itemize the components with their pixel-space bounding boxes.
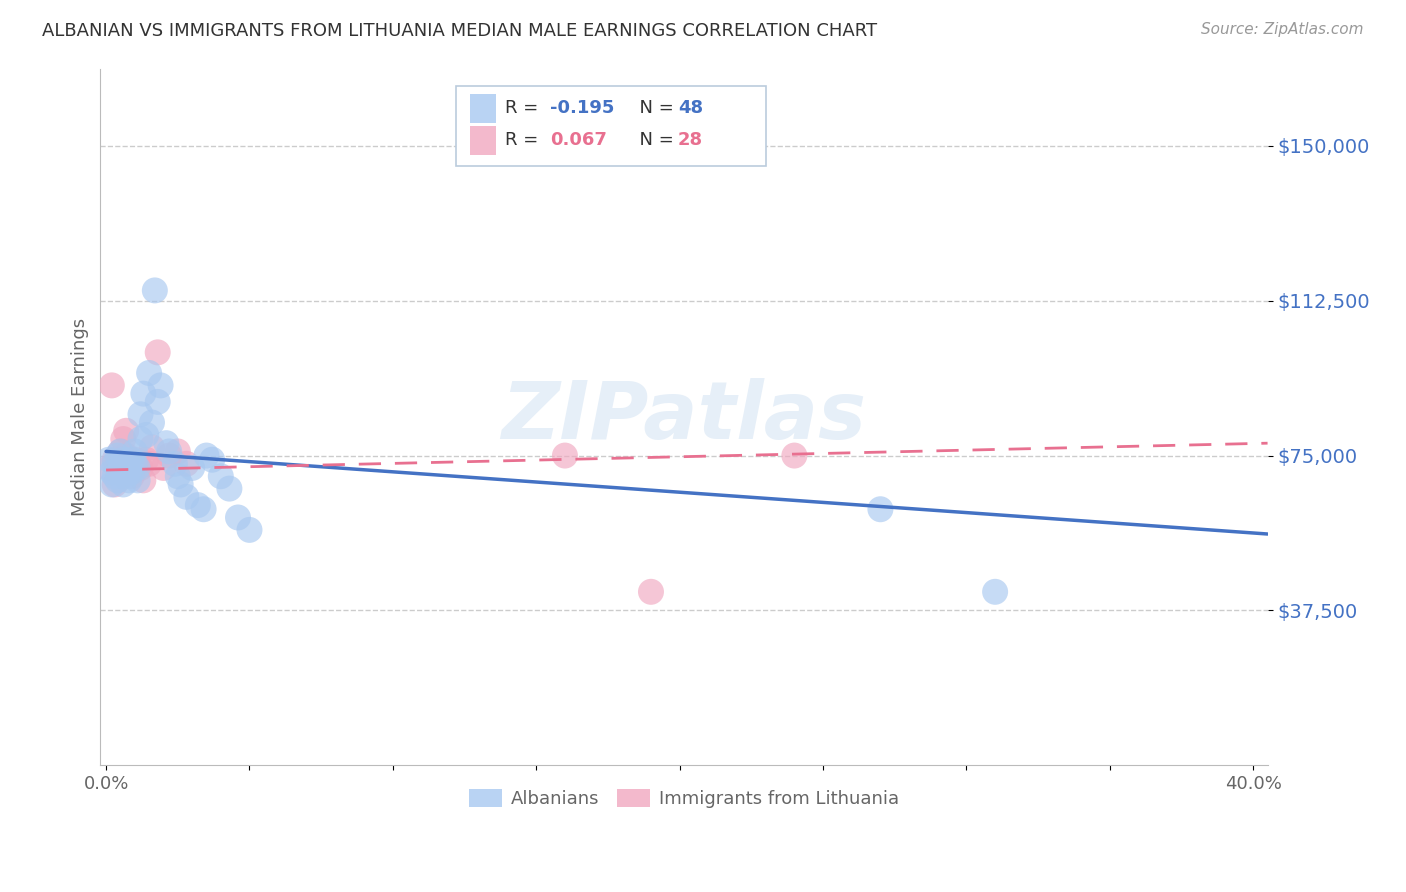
Point: [187, 498, 209, 512]
Point: [195, 449, 218, 463]
Text: N =: N =: [628, 99, 679, 117]
Point: [554, 449, 576, 463]
Point: [127, 457, 149, 471]
Point: [127, 473, 149, 487]
Point: [138, 366, 160, 380]
Text: ALBANIAN VS IMMIGRANTS FROM LITHUANIA MEDIAN MALE EARNINGS CORRELATION CHART: ALBANIAN VS IMMIGRANTS FROM LITHUANIA ME…: [42, 22, 877, 40]
FancyBboxPatch shape: [471, 126, 496, 155]
Point: [110, 444, 132, 458]
Text: R =: R =: [505, 99, 544, 117]
Point: [107, 449, 129, 463]
Text: N =: N =: [628, 131, 679, 149]
Point: [163, 457, 186, 471]
Text: 28: 28: [678, 131, 703, 149]
Point: [104, 452, 127, 467]
Point: [869, 502, 891, 516]
Point: [118, 461, 141, 475]
Text: R =: R =: [505, 131, 544, 149]
Point: [97, 461, 120, 475]
Point: [115, 457, 138, 471]
Point: [152, 461, 174, 475]
Point: [104, 477, 127, 491]
Point: [107, 457, 129, 471]
Point: [112, 465, 135, 479]
Text: 0.067: 0.067: [550, 131, 606, 149]
Point: [104, 457, 127, 471]
Point: [157, 444, 180, 458]
Point: [112, 477, 135, 491]
Point: [166, 469, 188, 483]
Point: [146, 395, 169, 409]
FancyBboxPatch shape: [471, 94, 496, 123]
Legend: Albanians, Immigrants from Lithuania: Albanians, Immigrants from Lithuania: [461, 781, 905, 815]
Point: [101, 378, 124, 392]
Point: [226, 510, 249, 524]
Point: [181, 461, 204, 475]
Point: [118, 473, 141, 487]
Point: [129, 407, 152, 421]
Text: ZIPatlas: ZIPatlas: [502, 378, 866, 456]
Point: [783, 449, 806, 463]
Point: [121, 465, 143, 479]
Text: Source: ZipAtlas.com: Source: ZipAtlas.com: [1201, 22, 1364, 37]
Point: [121, 452, 143, 467]
Point: [218, 482, 240, 496]
Point: [132, 386, 155, 401]
Point: [984, 584, 1007, 599]
FancyBboxPatch shape: [457, 86, 766, 166]
Point: [112, 432, 135, 446]
Point: [176, 490, 198, 504]
Point: [104, 469, 127, 483]
Point: [238, 523, 260, 537]
Point: [127, 461, 149, 475]
Point: [169, 477, 191, 491]
Point: [110, 444, 132, 458]
Point: [176, 457, 198, 471]
Point: [135, 452, 157, 467]
Point: [132, 473, 155, 487]
Point: [166, 444, 188, 458]
Point: [146, 345, 169, 359]
Point: [121, 469, 143, 483]
Point: [101, 465, 124, 479]
Point: [129, 461, 152, 475]
Y-axis label: Median Male Earnings: Median Male Earnings: [72, 318, 89, 516]
Point: [124, 457, 146, 471]
Point: [124, 444, 146, 458]
Point: [112, 452, 135, 467]
Point: [143, 284, 166, 298]
Point: [118, 457, 141, 471]
Point: [107, 473, 129, 487]
Text: -0.195: -0.195: [550, 99, 614, 117]
Point: [97, 452, 120, 467]
Point: [135, 428, 157, 442]
Point: [110, 452, 132, 467]
Point: [149, 378, 172, 392]
Text: 48: 48: [678, 99, 703, 117]
Point: [157, 449, 180, 463]
Point: [209, 469, 232, 483]
Point: [141, 440, 163, 454]
Point: [110, 461, 132, 475]
Point: [101, 477, 124, 491]
Point: [193, 502, 215, 516]
Point: [155, 436, 177, 450]
Point: [115, 449, 138, 463]
Point: [640, 584, 662, 599]
Point: [124, 452, 146, 467]
Point: [112, 465, 135, 479]
Point: [141, 416, 163, 430]
Point: [129, 432, 152, 446]
Point: [138, 457, 160, 471]
Point: [201, 452, 224, 467]
Point: [115, 424, 138, 438]
Point: [115, 469, 138, 483]
